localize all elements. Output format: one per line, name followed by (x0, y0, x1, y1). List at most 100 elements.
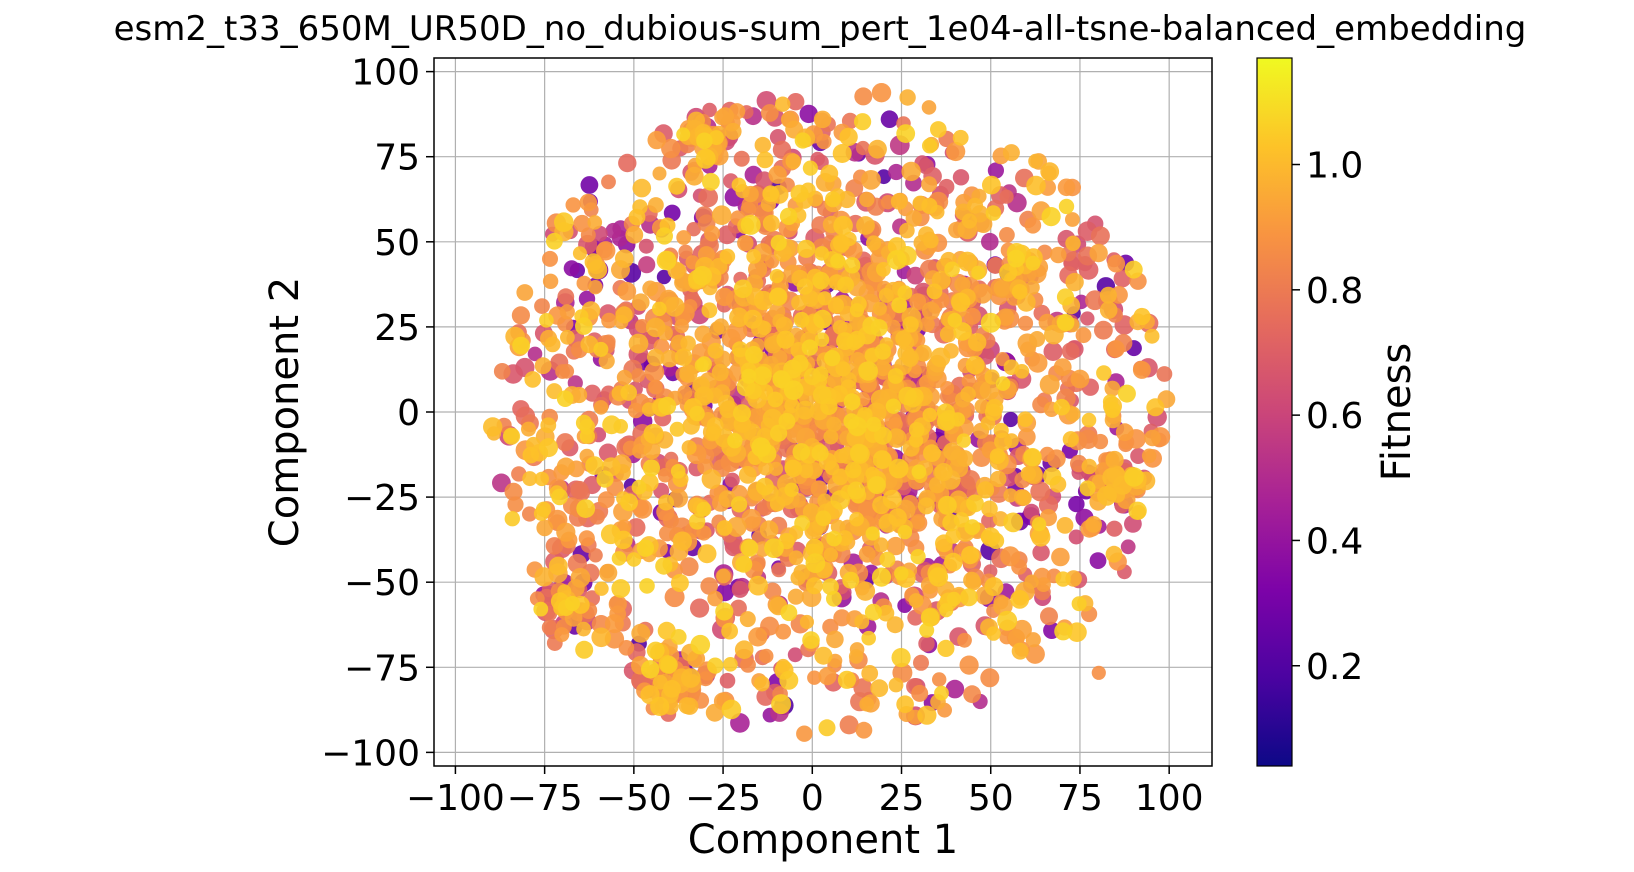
data-point (555, 364, 570, 379)
data-point (1099, 301, 1118, 319)
data-point (618, 153, 637, 173)
data-point (805, 577, 823, 595)
data-point (886, 536, 905, 556)
data-point (534, 567, 554, 587)
data-point (997, 308, 1015, 326)
data-point (832, 144, 852, 163)
data-point (891, 648, 911, 668)
data-point (837, 670, 857, 689)
data-point (1012, 619, 1032, 640)
data-point (719, 400, 737, 419)
data-point (1144, 429, 1161, 447)
x-axis-label: Component 1 (688, 817, 958, 863)
data-point (908, 422, 925, 438)
x-tick-label: −25 (685, 778, 761, 819)
data-point (571, 386, 588, 404)
data-point (745, 345, 763, 364)
data-point (839, 715, 859, 735)
data-point (579, 193, 598, 212)
data-point (899, 89, 916, 106)
data-point (711, 363, 729, 382)
data-point (866, 235, 882, 251)
data-point (1024, 217, 1042, 234)
data-point (882, 489, 902, 509)
data-point (899, 222, 915, 239)
data-point (799, 464, 814, 479)
data-point (947, 312, 963, 328)
data-point (871, 567, 892, 587)
data-point (663, 204, 681, 222)
data-point (794, 515, 810, 532)
data-point (740, 201, 757, 218)
data-point (545, 537, 564, 555)
data-point (891, 297, 908, 314)
data-point (628, 402, 644, 419)
data-point (1055, 571, 1071, 587)
data-point (995, 376, 1011, 391)
data-point (874, 343, 892, 360)
data-point (770, 424, 788, 442)
y-tick-label: −75 (344, 648, 420, 689)
data-point (879, 551, 896, 568)
data-point (1040, 607, 1058, 626)
data-point (805, 553, 826, 573)
data-point (668, 177, 686, 195)
data-point (615, 249, 634, 268)
data-point (910, 549, 926, 565)
data-point (913, 654, 929, 671)
data-point (999, 227, 1015, 243)
data-point (836, 332, 854, 350)
data-point (1068, 495, 1085, 513)
data-point (723, 657, 738, 672)
data-point (588, 280, 603, 295)
data-point (604, 614, 624, 634)
data-point (1017, 411, 1034, 428)
data-point (764, 538, 784, 558)
data-point (647, 348, 665, 367)
data-point (1057, 313, 1075, 332)
data-point (771, 562, 787, 578)
data-point (638, 238, 654, 254)
chart-title: esm2_t33_650M_UR50D_no_dubious-sum_pert_… (114, 9, 1527, 49)
data-point (570, 480, 589, 500)
data-point (926, 283, 943, 300)
data-point (734, 640, 754, 659)
data-point (704, 225, 720, 242)
data-point (740, 657, 756, 673)
data-point (802, 160, 819, 176)
data-point (598, 353, 615, 370)
data-point (551, 488, 568, 506)
data-point (563, 260, 580, 277)
data-point (731, 580, 749, 598)
data-point (540, 417, 557, 434)
data-point (966, 494, 984, 513)
data-point (1104, 401, 1121, 418)
data-point (754, 136, 771, 154)
data-point (576, 621, 591, 637)
data-point (922, 407, 937, 423)
data-point (780, 604, 798, 622)
data-point (660, 350, 679, 368)
data-point (599, 563, 618, 582)
data-point (695, 148, 716, 169)
data-point (664, 296, 685, 317)
colorbar-tick-label: 0.8 (1306, 271, 1363, 312)
data-point (583, 384, 601, 402)
data-point (748, 259, 768, 279)
data-point (1146, 398, 1165, 417)
data-point (833, 448, 849, 464)
data-point (1106, 520, 1123, 537)
data-point (758, 460, 773, 476)
data-point (753, 366, 772, 386)
data-point (632, 443, 647, 459)
data-point (719, 672, 736, 689)
x-axis-ticks: −100 −75 −50 −25 0 25 50 75 100 (406, 766, 1204, 819)
data-point (878, 287, 894, 303)
data-point (727, 433, 743, 449)
data-point (823, 429, 839, 445)
data-point (784, 397, 800, 414)
data-point (815, 510, 832, 527)
data-point (797, 239, 816, 258)
data-point (688, 513, 706, 530)
